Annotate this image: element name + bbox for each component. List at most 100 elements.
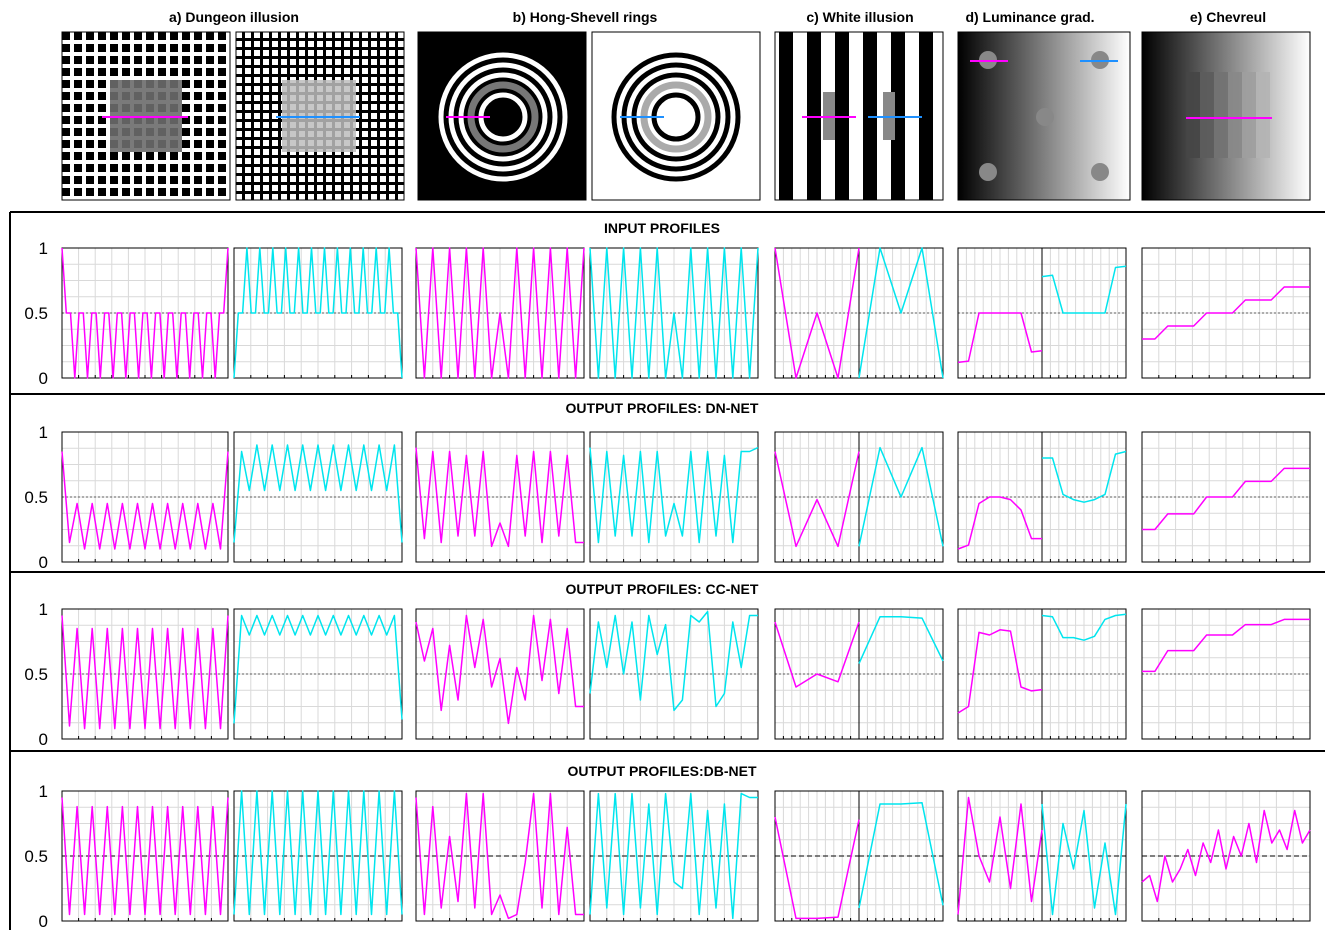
plot-axes — [774, 608, 860, 740]
plot-axes — [957, 790, 1043, 922]
profile-rows: INPUT PROFILES 0 0.5 1 OUTPUT PROFILES: DN-N… — [9, 211, 1325, 930]
series-line-cyan — [589, 247, 759, 379]
series-line-magenta — [1142, 286, 1310, 340]
hong-shevell-stimulus-light — [591, 31, 761, 201]
series-line-magenta — [957, 312, 1043, 364]
series-line-cyan — [1041, 265, 1127, 314]
row-title: INPUT PROFILES — [604, 220, 720, 236]
profile-row-1: INPUT PROFILES 0 0.5 1 — [9, 211, 1325, 394]
plot-axes — [233, 608, 403, 740]
title-hong-shevell: b) Hong-Shevell rings — [513, 9, 658, 25]
y-tick-label: 1 — [39, 423, 48, 442]
profile-row-2: OUTPUT PROFILES: DN-NET 0 0.5 1 — [9, 393, 1325, 572]
plot-axes — [1141, 247, 1311, 379]
plot-axes — [858, 790, 944, 922]
series-line-magenta — [957, 496, 1042, 550]
plot-axes — [774, 790, 860, 922]
luminance-grad-stimulus — [957, 31, 1131, 201]
panel-1 — [61, 608, 403, 740]
plot-axes — [1041, 608, 1127, 740]
panel-1 — [61, 431, 403, 563]
panel-3 — [774, 608, 944, 740]
series-line-cyan — [233, 444, 403, 543]
panel-1 — [61, 247, 403, 379]
y-tick-label: 0 — [39, 369, 48, 388]
series-line-cyan — [1042, 450, 1127, 503]
series-line-magenta — [61, 247, 229, 379]
y-tick-label: 0.5 — [24, 304, 48, 323]
panel-5 — [1141, 247, 1311, 379]
plot-axes — [1041, 431, 1127, 563]
hong-shevell-stimulus-dark — [417, 31, 587, 201]
series-line-magenta — [415, 614, 584, 725]
series-line-magenta — [415, 447, 584, 548]
y-tick-label: 0.5 — [24, 665, 48, 684]
panel-1 — [61, 790, 403, 922]
series-line-cyan — [589, 610, 758, 712]
title-luminance-grad: d) Luminance grad. — [965, 9, 1094, 25]
title-dungeon: a) Dungeon illusion — [169, 9, 299, 25]
dungeon-stimulus-light — [235, 31, 405, 201]
series-line-cyan — [233, 790, 403, 916]
profile-row-4: OUTPUT PROFILES:DB-NET 0 0.5 1 — [9, 750, 1325, 930]
panel-3 — [774, 790, 944, 922]
series-line-magenta — [957, 796, 1043, 915]
plot-axes — [1041, 790, 1127, 922]
series-line-cyan — [858, 616, 944, 664]
row-title: OUTPUT PROFILES: CC-NET — [566, 581, 759, 597]
plot-axes — [957, 608, 1043, 740]
series-line-magenta — [61, 797, 229, 916]
dungeon-stimulus-dark — [61, 31, 231, 201]
panel-4 — [957, 247, 1127, 379]
panel-2 — [415, 247, 759, 379]
y-tick-label: 0 — [39, 730, 48, 749]
series-line-cyan — [858, 801, 944, 909]
series-line-cyan — [1041, 613, 1127, 641]
series-line-magenta — [774, 247, 860, 379]
panel-3 — [774, 247, 944, 379]
plot-axes — [415, 608, 585, 740]
profile-row-3: OUTPUT PROFILES: CC-NET 0 0.5 1 — [9, 571, 1325, 751]
panel-5 — [1141, 431, 1311, 563]
series-line-magenta — [1141, 809, 1311, 903]
series-line-magenta — [61, 615, 229, 730]
chevreul-stimulus — [1141, 31, 1311, 201]
y-tick-label: 1 — [39, 782, 48, 801]
panel-4 — [957, 608, 1127, 740]
panel-2 — [415, 790, 759, 922]
series-line-cyan — [1041, 803, 1127, 916]
plot-axes — [589, 790, 759, 922]
y-tick-label: 1 — [39, 600, 48, 619]
plot-axes — [1141, 608, 1311, 740]
panel-titles: a) Dungeon illusion b) Hong-Shevell ring… — [169, 9, 1266, 25]
stimulus-images — [61, 31, 1311, 201]
series-line-cyan — [858, 247, 944, 379]
series-line-magenta — [61, 451, 229, 550]
series-line-cyan — [589, 792, 758, 920]
panel-2 — [415, 608, 759, 740]
panel-4 — [957, 431, 1127, 563]
panel-2 — [415, 431, 759, 563]
row-title: OUTPUT PROFILES:DB-NET — [568, 763, 757, 779]
plot-axes — [858, 431, 944, 563]
y-tick-label: 0.5 — [24, 847, 48, 866]
panel-5 — [1141, 608, 1311, 740]
plot-axes — [233, 431, 403, 563]
series-line-magenta — [774, 451, 860, 548]
row-title: OUTPUT PROFILES: DN-NET — [566, 400, 759, 416]
plot-axes — [1041, 247, 1127, 379]
panel-5 — [1141, 790, 1311, 922]
series-line-cyan — [858, 446, 944, 547]
y-tick-label: 1 — [39, 239, 48, 258]
series-line-magenta — [774, 816, 860, 920]
plot-axes — [233, 790, 403, 922]
plot-axes — [589, 608, 759, 740]
plot-axes — [415, 790, 585, 922]
plot-axes — [957, 247, 1043, 379]
panel-4 — [957, 790, 1127, 922]
plot-axes — [858, 608, 944, 740]
series-line-magenta — [957, 629, 1043, 714]
y-tick-label: 0.5 — [24, 488, 48, 507]
plot-axes — [61, 431, 229, 563]
